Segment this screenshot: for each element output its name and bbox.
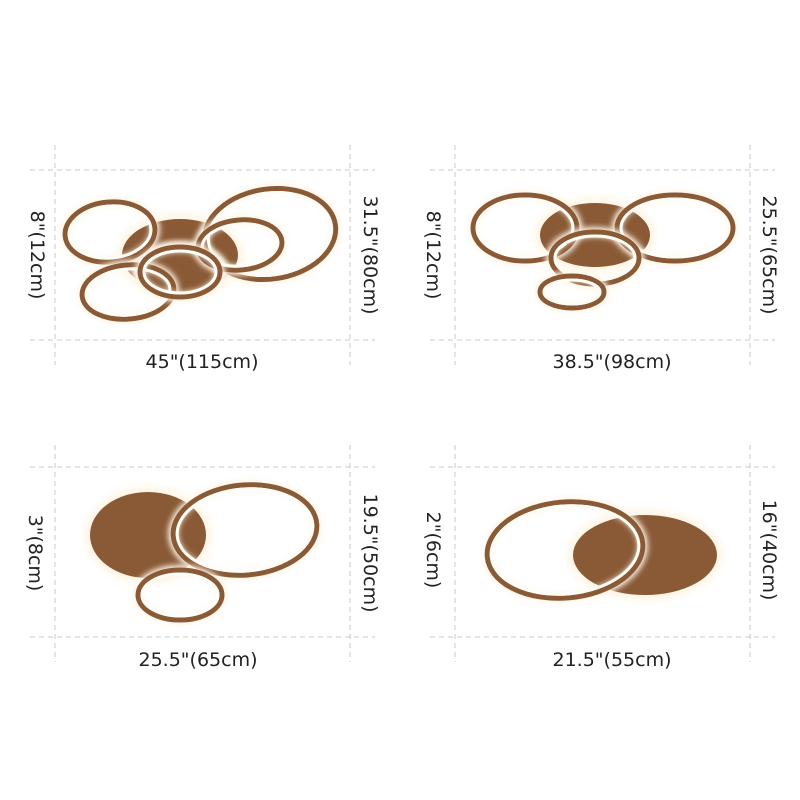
ring-light bbox=[142, 249, 218, 295]
height-label-3: 3"(8cm) bbox=[24, 514, 46, 592]
dimension-guides bbox=[30, 145, 775, 662]
ring bbox=[484, 499, 646, 601]
ring bbox=[537, 273, 607, 311]
height-label-4: 2"(6cm) bbox=[422, 511, 444, 589]
ring-light bbox=[84, 267, 172, 317]
width-label-4: 21.5"(55cm) bbox=[552, 649, 672, 671]
ring-light bbox=[489, 504, 641, 596]
width-label-2: 38.5"(98cm) bbox=[552, 351, 672, 373]
ring bbox=[201, 186, 339, 282]
ring bbox=[62, 199, 158, 265]
ring-light bbox=[140, 572, 220, 618]
ring bbox=[614, 192, 736, 264]
height-label-1: 8"(12cm) bbox=[26, 210, 48, 300]
ring bbox=[79, 262, 177, 322]
ring-light bbox=[475, 197, 575, 259]
ring bbox=[135, 567, 225, 623]
ring-light bbox=[67, 204, 153, 260]
height-label-2: 8"(12cm) bbox=[422, 210, 444, 300]
depth-label-1: 31.5"(80cm) bbox=[359, 195, 381, 315]
depth-label-2: 25.5"(65cm) bbox=[758, 195, 780, 315]
ring bbox=[470, 192, 580, 264]
ring-light bbox=[542, 278, 602, 306]
ring-light bbox=[619, 197, 731, 259]
ring bbox=[170, 482, 320, 578]
width-label-1: 45"(115cm) bbox=[145, 351, 259, 373]
width-label-3: 25.5"(65cm) bbox=[138, 649, 258, 671]
ring-light bbox=[175, 487, 315, 573]
ring-light bbox=[206, 190, 334, 278]
depth-label-4: 16"(40cm) bbox=[758, 499, 780, 601]
ring bbox=[137, 244, 223, 300]
depth-label-3: 19.5"(50cm) bbox=[359, 493, 381, 613]
